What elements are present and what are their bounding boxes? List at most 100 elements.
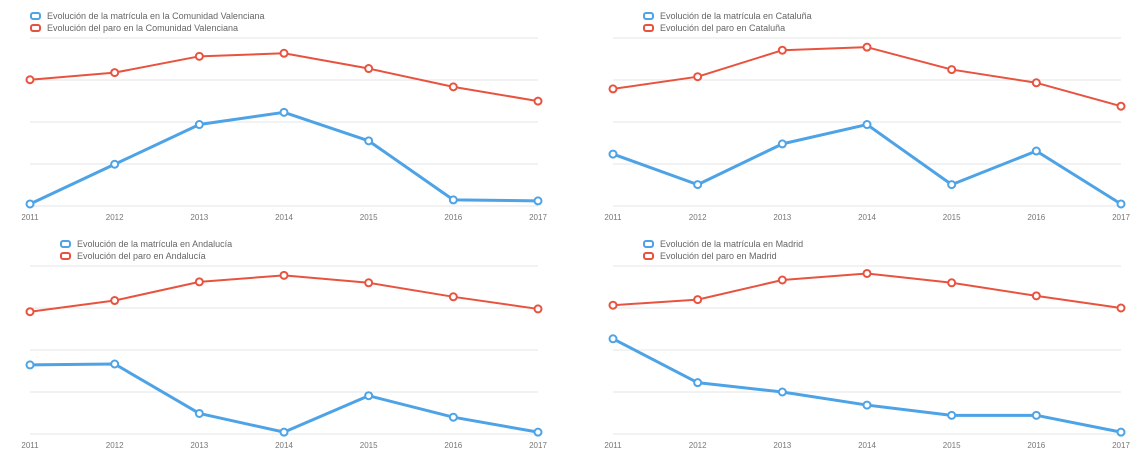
x-tick-label: 2013	[773, 213, 791, 222]
series-line-paro	[612, 272, 1122, 309]
x-tick-label: 2012	[106, 213, 124, 222]
data-point-paro	[279, 48, 289, 58]
data-point-paro	[777, 45, 787, 55]
legend-marker-icon	[60, 240, 71, 248]
x-tick-label: 2017	[1112, 213, 1130, 222]
legend-marker-icon	[643, 12, 654, 20]
legend-item-paro[interactable]: Evolución del paro en Andalucía	[60, 250, 232, 262]
data-point-paro	[862, 268, 872, 278]
data-point-matricula	[110, 359, 120, 369]
data-point-matricula	[194, 408, 204, 418]
legend-marker-icon	[30, 24, 41, 32]
data-point-matricula	[862, 120, 872, 130]
data-point-paro	[533, 96, 543, 106]
data-point-paro	[279, 270, 289, 280]
legend-item-matricula[interactable]: Evolución de la matrícula en Madrid	[643, 238, 803, 250]
data-point-paro	[110, 68, 120, 78]
x-tick-label: 2016	[444, 213, 462, 222]
data-point-paro	[1031, 78, 1041, 88]
x-tick-label: 2017	[529, 441, 547, 450]
legend-label: Evolución del paro en Cataluña	[660, 23, 786, 33]
x-tick-label: 2016	[1027, 213, 1045, 222]
chart-panel-comunidad-valenciana: 2011 2012 2013 2014 2015 2016 2017 Evolución d…	[18, 6, 548, 230]
x-tick-label: 2015	[943, 441, 961, 450]
legend-item-paro[interactable]: Evolución del paro en la Comunidad Valen…	[30, 22, 264, 34]
legend-marker-icon	[60, 252, 71, 260]
data-point-paro	[947, 65, 957, 75]
data-point-matricula	[279, 107, 289, 117]
chart-panel-andalucia: 2011 2012 2013 2014 2015 2016 2017 Evolución d…	[18, 234, 548, 458]
data-point-matricula	[448, 195, 458, 205]
legend-item-matricula[interactable]: Evolución de la matrícula en la Comunida…	[30, 10, 264, 22]
chart-legend: Evolución de la matrícula en Andalucía E…	[60, 238, 232, 262]
data-point-paro	[194, 51, 204, 61]
data-point-matricula	[777, 139, 787, 149]
data-point-matricula	[1116, 427, 1126, 437]
x-tick-label: 2013	[190, 441, 208, 450]
series-line-matricula	[29, 362, 539, 434]
chart-panel-madrid: 2011 2012 2013 2014 2015 2016 2017 Evolución d…	[601, 234, 1131, 458]
data-point-matricula	[364, 136, 374, 146]
series-line-paro	[29, 274, 539, 313]
legend-label: Evolución del paro en la Comunidad Valen…	[47, 23, 238, 33]
data-point-paro	[1031, 291, 1041, 301]
legend-item-matricula[interactable]: Evolución de la matrícula en Andalucía	[60, 238, 232, 250]
x-tick-label: 2015	[360, 441, 378, 450]
data-point-matricula	[693, 180, 703, 190]
x-tick-label: 2014	[858, 213, 876, 222]
data-point-paro	[693, 72, 703, 82]
data-point-matricula	[194, 120, 204, 130]
chart-legend: Evolución de la matrícula en la Comunida…	[30, 10, 264, 34]
legend-label: Evolución de la matrícula en la Comunida…	[47, 11, 265, 21]
chart-legend: Evolución de la matrícula en Madrid Evol…	[643, 238, 803, 262]
data-point-paro	[777, 275, 787, 285]
legend-item-paro[interactable]: Evolución del paro en Cataluña	[643, 22, 812, 34]
data-point-paro	[25, 307, 35, 317]
data-point-matricula	[862, 400, 872, 410]
data-point-matricula	[25, 199, 35, 209]
data-point-matricula	[25, 360, 35, 370]
data-point-paro	[1116, 303, 1126, 313]
legend-marker-icon	[643, 24, 654, 32]
data-point-paro	[947, 278, 957, 288]
data-point-matricula	[364, 391, 374, 401]
data-point-paro	[25, 75, 35, 85]
line-chart: 2011 2012 2013 2014 2015 2016 2017	[604, 37, 1130, 222]
line-chart: 2011 2012 2013 2014 2015 2016 2017	[21, 37, 547, 222]
x-tick-label: 2012	[106, 441, 124, 450]
data-point-paro	[608, 300, 618, 310]
data-point-matricula	[693, 378, 703, 388]
data-point-paro	[448, 82, 458, 92]
series-line-matricula	[29, 110, 539, 206]
data-point-matricula	[110, 159, 120, 169]
data-point-matricula	[533, 196, 543, 206]
data-point-paro	[862, 42, 872, 52]
data-point-matricula	[947, 410, 957, 420]
legend-item-matricula[interactable]: Evolución de la matrícula en Cataluña	[643, 10, 812, 22]
data-point-matricula	[777, 387, 787, 397]
data-point-paro	[1116, 101, 1126, 111]
x-tick-label: 2012	[689, 213, 707, 222]
data-point-matricula	[1031, 410, 1041, 420]
legend-label: Evolución de la matrícula en Madrid	[660, 239, 804, 249]
x-tick-label: 2011	[21, 441, 39, 450]
data-point-paro	[194, 277, 204, 287]
legend-label: Evolución de la matrícula en Cataluña	[660, 11, 812, 21]
x-tick-label: 2016	[444, 441, 462, 450]
legend-label: Evolución de la matrícula en Andalucía	[77, 239, 233, 249]
legend-label: Evolución del paro en Madrid	[660, 251, 777, 261]
legend-label: Evolución del paro en Andalucía	[77, 251, 206, 261]
legend-marker-icon	[643, 252, 654, 260]
x-tick-label: 2011	[21, 213, 39, 222]
series-line-matricula	[612, 337, 1122, 434]
series-line-paro	[29, 52, 539, 103]
x-tick-label: 2015	[360, 213, 378, 222]
x-tick-label: 2013	[773, 441, 791, 450]
line-chart: 2011 2012 2013 2014 2015 2016 2017	[604, 265, 1130, 450]
data-point-matricula	[533, 427, 543, 437]
data-point-paro	[533, 304, 543, 314]
data-point-paro	[693, 295, 703, 305]
legend-item-paro[interactable]: Evolución del paro en Madrid	[643, 250, 803, 262]
data-point-matricula	[608, 334, 618, 344]
chart-legend: Evolución de la matrícula en Cataluña Ev…	[643, 10, 812, 34]
